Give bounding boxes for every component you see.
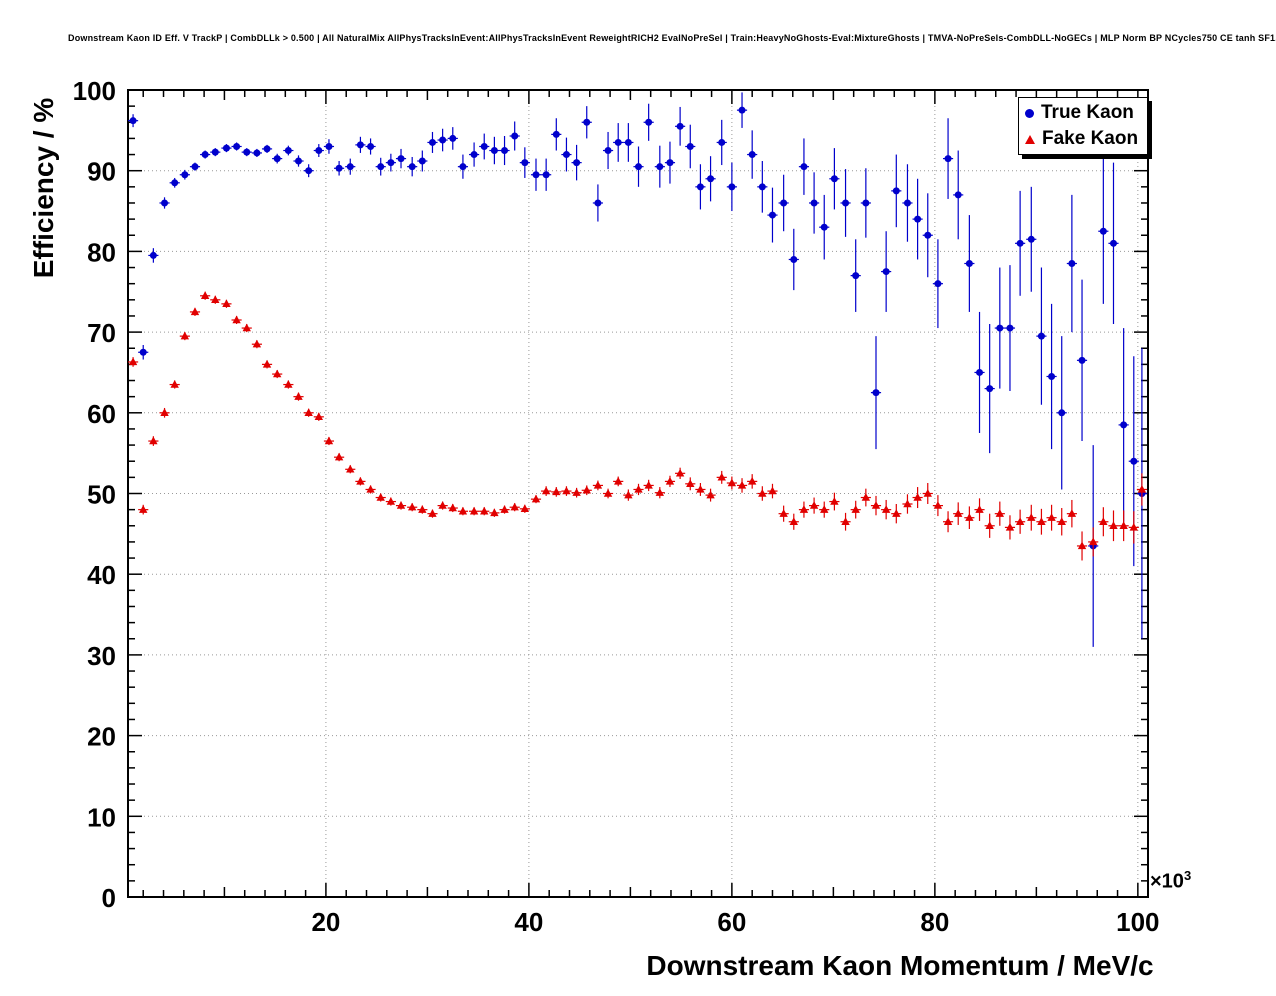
svg-text:40: 40 bbox=[87, 560, 116, 590]
x-axis-multiplier-base: ×10 bbox=[1150, 870, 1184, 893]
svg-text:100: 100 bbox=[73, 76, 116, 106]
legend-entry-fake-kaon: Fake Kaon bbox=[1019, 126, 1147, 152]
legend-entry-true-kaon: True Kaon bbox=[1019, 100, 1147, 126]
svg-text:70: 70 bbox=[87, 318, 116, 348]
svg-text:100: 100 bbox=[1116, 907, 1159, 937]
svg-text:80: 80 bbox=[87, 237, 116, 267]
y-axis-label: Efficiency / % bbox=[28, 97, 59, 279]
svg-text:90: 90 bbox=[87, 157, 116, 187]
svg-text:60: 60 bbox=[87, 399, 116, 429]
svg-text:50: 50 bbox=[87, 480, 116, 510]
fake-kaon-marker-icon bbox=[1025, 134, 1035, 144]
svg-text:20: 20 bbox=[87, 722, 116, 752]
svg-text:0: 0 bbox=[102, 883, 116, 913]
svg-text:40: 40 bbox=[514, 907, 543, 937]
plot-title: Downstream Kaon ID Eff. V TrackP | CombD… bbox=[68, 33, 1276, 43]
x-axis-multiplier: ×103 bbox=[1150, 868, 1191, 894]
true-kaon-marker-icon bbox=[1025, 108, 1034, 118]
svg-text:60: 60 bbox=[717, 907, 746, 937]
legend-label-true-kaon: True Kaon bbox=[1041, 102, 1134, 123]
x-axis-label: Downstream Kaon Momentum / MeV/c bbox=[646, 950, 1154, 981]
svg-text:20: 20 bbox=[311, 907, 340, 937]
legend: True Kaon Fake Kaon bbox=[1018, 97, 1148, 155]
legend-label-fake-kaon: Fake Kaon bbox=[1042, 128, 1139, 149]
x-axis-multiplier-exponent: 3 bbox=[1183, 868, 1192, 883]
svg-text:80: 80 bbox=[920, 907, 949, 937]
svg-text:30: 30 bbox=[87, 641, 116, 671]
svg-text:10: 10 bbox=[87, 802, 116, 832]
